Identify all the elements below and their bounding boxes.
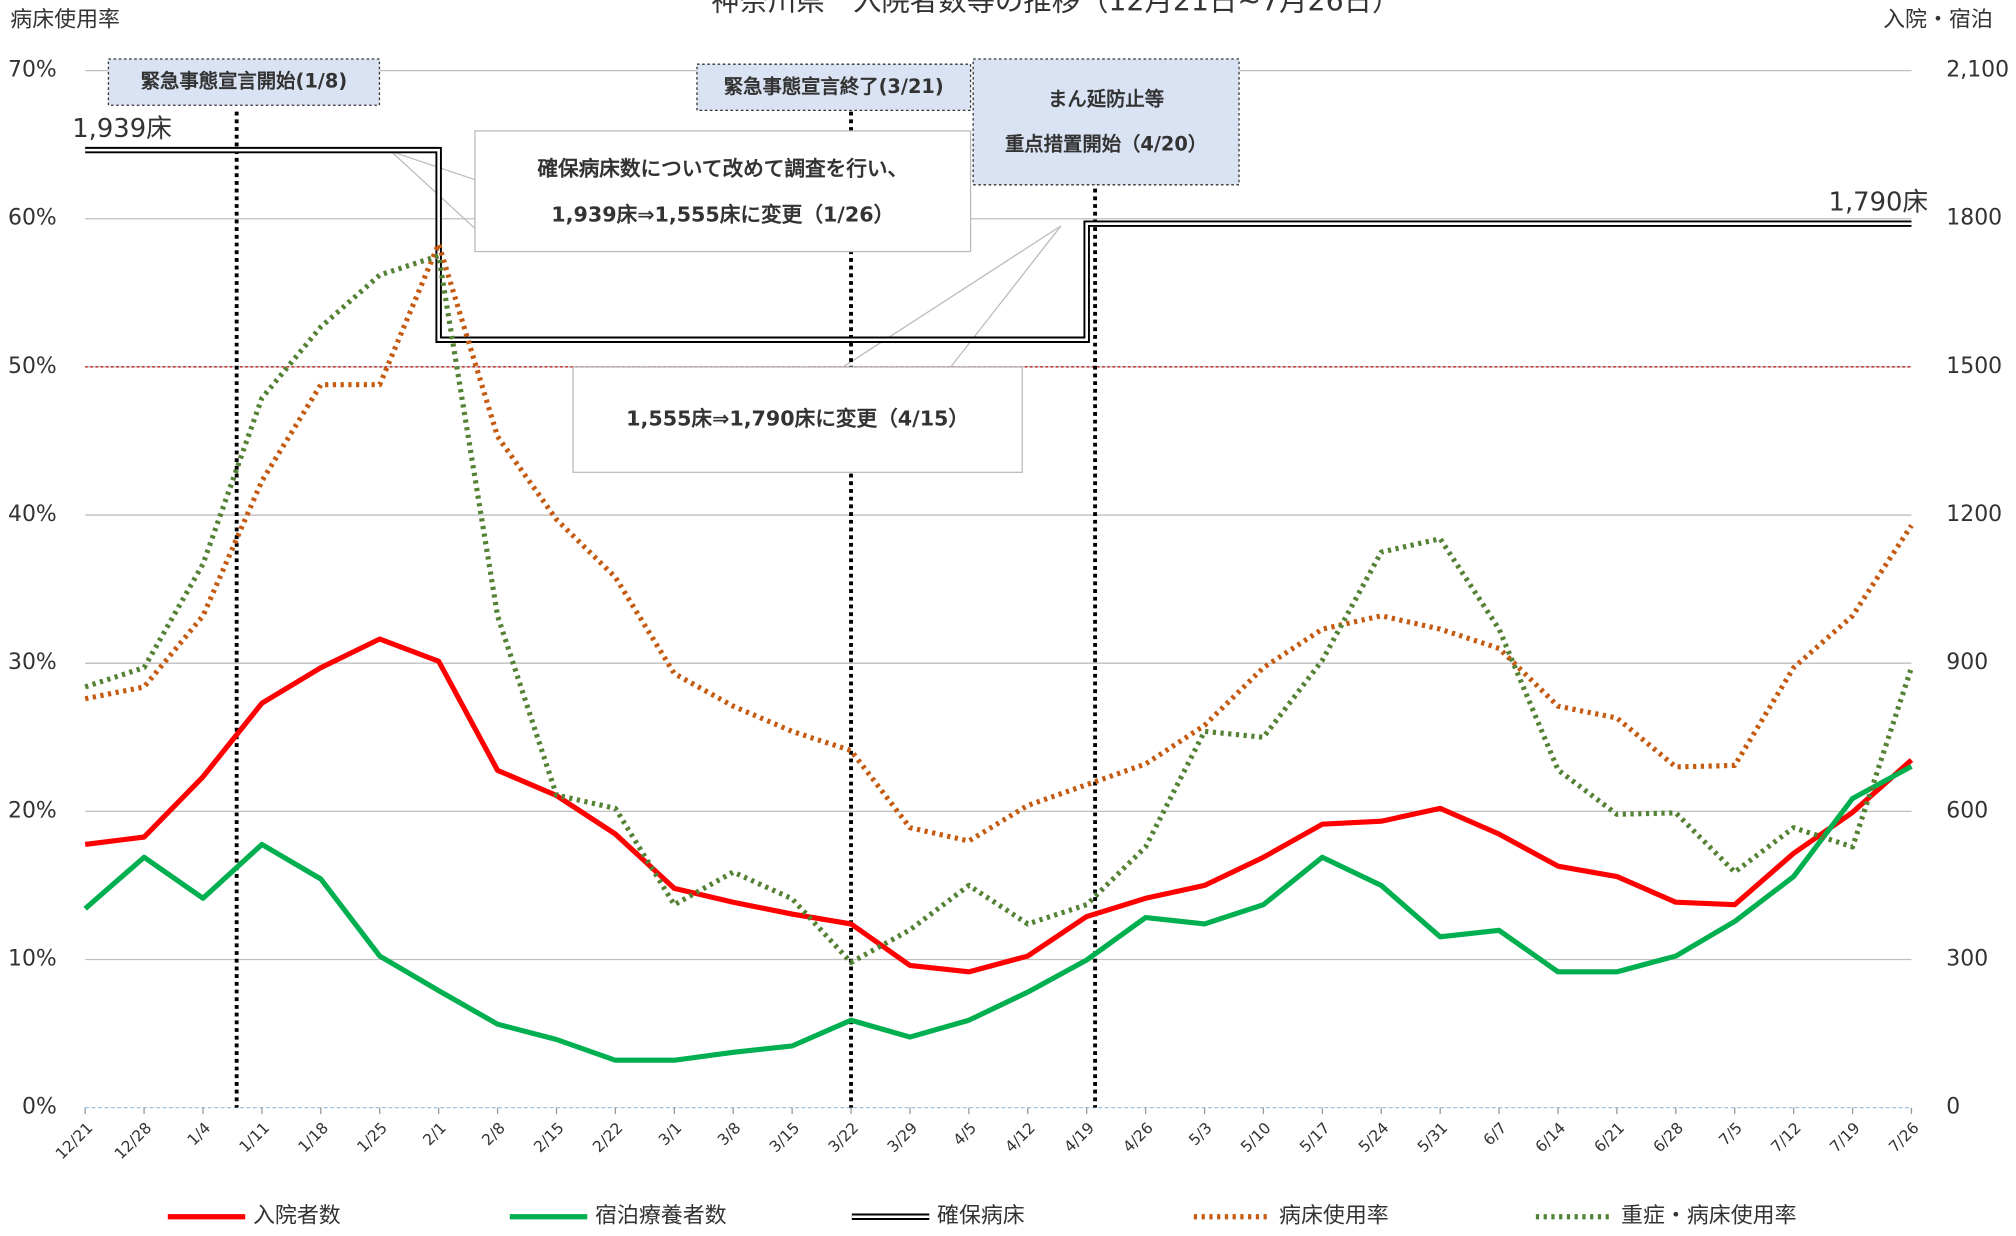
x-tick-label: 3/1 <box>655 1119 685 1149</box>
y-tick-label: 0% <box>22 1095 57 1120</box>
x-tick-label: 5/3 <box>1185 1119 1215 1149</box>
x-tick-label: 2/22 <box>589 1119 626 1156</box>
event-label: 緊急事態宣言終了(3/21) <box>724 75 944 98</box>
event-label: 緊急事態宣言開始(1/8) <box>141 70 347 93</box>
legend-label: 宿泊療養者数 <box>595 1204 727 1229</box>
capacity-label: 1,939床 <box>72 114 172 144</box>
event-box <box>696 63 972 112</box>
callout-box <box>572 366 1023 473</box>
x-tick-label: 4/26 <box>1119 1119 1156 1156</box>
x-tick-label: 1/11 <box>236 1119 273 1156</box>
y-tick-label: 40% <box>8 502 57 527</box>
y-tick-label: 20% <box>8 798 57 823</box>
chart-title: 神奈川県 入院者数等の推移（12月21日~7月26日） <box>711 0 1400 18</box>
x-tick-label: 3/15 <box>766 1119 803 1156</box>
legend-label: 確保病床 <box>937 1204 1025 1229</box>
x-tick-label: 7/26 <box>1885 1119 1922 1156</box>
capacity-line-inner <box>85 148 1912 342</box>
x-tick-label: 12/28 <box>111 1119 155 1163</box>
x-tick-label: 5/17 <box>1296 1119 1333 1156</box>
x-tick-label: 4/12 <box>1002 1119 1039 1156</box>
series-line <box>84 241 1914 844</box>
x-tick-label: 1/25 <box>354 1119 391 1156</box>
x-tick-label: 5/31 <box>1414 1119 1451 1156</box>
x-tick-label: 1/18 <box>295 1119 332 1156</box>
y2-tick-label: 0 <box>1946 1095 1960 1120</box>
x-tick-label: 6/14 <box>1532 1119 1569 1156</box>
y2-tick-label: 600 <box>1946 798 1988 823</box>
callout-text: 1,939床⇒1,555床に変更（1/26） <box>551 203 894 227</box>
event-box <box>972 58 1240 186</box>
x-tick-label: 3/29 <box>884 1119 921 1156</box>
x-tick-label: 6/7 <box>1480 1119 1510 1149</box>
y2-tick-label: 900 <box>1946 650 1988 675</box>
y2-axis-label: 入院・宿泊 <box>1883 8 1993 33</box>
x-tick-label: 5/10 <box>1237 1119 1274 1156</box>
x-tick-label: 12/21 <box>52 1119 96 1163</box>
x-tick-label: 4/19 <box>1061 1119 1098 1156</box>
y2-tick-label: 300 <box>1946 947 1988 972</box>
callout-box <box>474 130 972 253</box>
y-axis-label: 病床使用率 <box>10 8 120 33</box>
y2-tick-label: 1200 <box>1946 502 2002 527</box>
x-tick-label: 2/1 <box>419 1119 449 1149</box>
event-label: まん延防止等 <box>1048 88 1164 111</box>
y2-tick-label: 1800 <box>1946 206 2002 231</box>
series-line <box>84 636 1914 975</box>
x-tick-label: 2/15 <box>530 1119 567 1156</box>
x-tick-label: 6/28 <box>1650 1119 1687 1156</box>
callout-text: 確保病床数について改めて調査を行い、 <box>537 156 908 180</box>
x-tick-label: 4/5 <box>950 1119 980 1149</box>
x-tick-label: 7/12 <box>1767 1119 1804 1156</box>
y-tick-label: 30% <box>8 650 57 675</box>
callout-text: 1,555床⇒1,790床に変更（4/15） <box>626 407 969 431</box>
y2-tick-label: 2,100 <box>1946 58 2009 83</box>
legend-label: 重症・病床使用率 <box>1621 1204 1796 1229</box>
y2-tick-label: 1500 <box>1946 354 2002 379</box>
series-line <box>84 253 1914 966</box>
y-tick-label: 70% <box>8 58 57 83</box>
x-tick-label: 3/8 <box>714 1119 744 1149</box>
series-line <box>83 764 1913 1063</box>
x-tick-label: 3/22 <box>825 1119 862 1156</box>
x-tick-label: 7/19 <box>1826 1119 1863 1156</box>
x-tick-label: 6/21 <box>1591 1119 1628 1156</box>
legend-label: 入院者数 <box>253 1204 341 1229</box>
y-tick-label: 60% <box>8 206 57 231</box>
callout-pointer <box>390 150 476 230</box>
legend-label: 病床使用率 <box>1279 1204 1389 1229</box>
x-tick-label: 5/24 <box>1355 1119 1392 1156</box>
x-tick-label: 1/4 <box>184 1119 214 1149</box>
event-box <box>107 58 381 106</box>
y-tick-label: 50% <box>8 354 57 379</box>
x-tick-label: 7/5 <box>1716 1119 1746 1149</box>
y-tick-label: 10% <box>8 947 57 972</box>
x-tick-label: 2/8 <box>478 1119 508 1149</box>
event-label: 重点措置開始（4/20） <box>1005 133 1207 156</box>
capacity-label: 1,790床 <box>1829 187 1929 217</box>
